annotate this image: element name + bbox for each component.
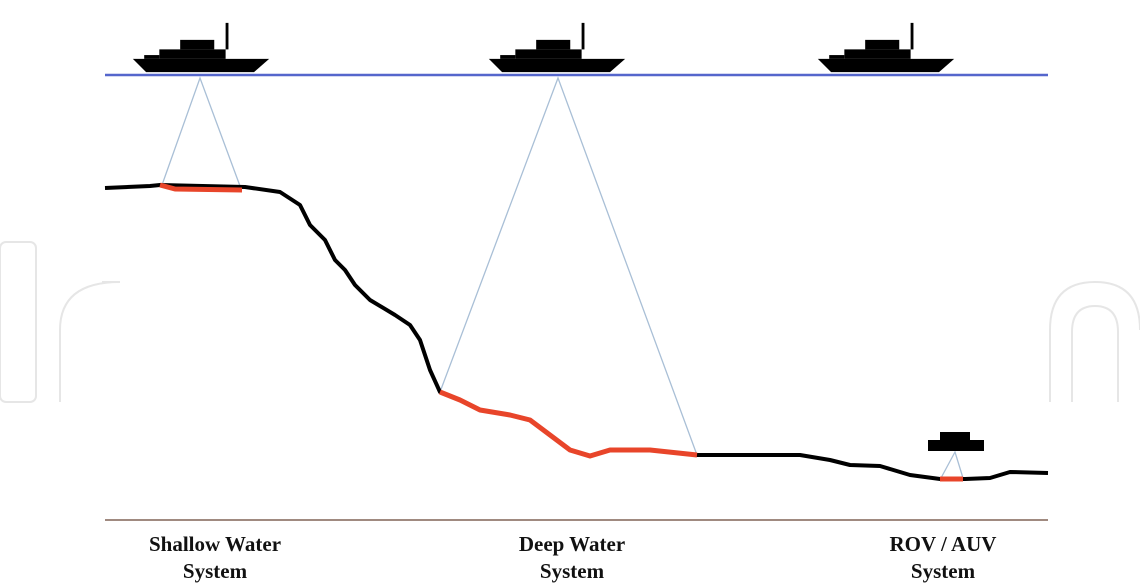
system-label: ROV / AUV (890, 532, 997, 556)
swath (439, 389, 698, 459)
system-label: System (183, 559, 248, 583)
system-label: Deep Water (519, 532, 625, 556)
swath (159, 182, 243, 193)
beam (161, 76, 241, 187)
beam (940, 450, 964, 479)
watermark (0, 241, 1140, 403)
seabed (104, 183, 1049, 481)
rov-vehicle (928, 432, 984, 451)
system-label: Shallow Water (149, 532, 281, 556)
swaths (159, 182, 963, 482)
system-label: System (911, 559, 976, 583)
beam (439, 76, 698, 456)
ship (817, 22, 955, 73)
ship (488, 22, 626, 73)
ship (132, 22, 270, 73)
sonar-beams (161, 76, 964, 479)
system-label: System (540, 559, 605, 583)
